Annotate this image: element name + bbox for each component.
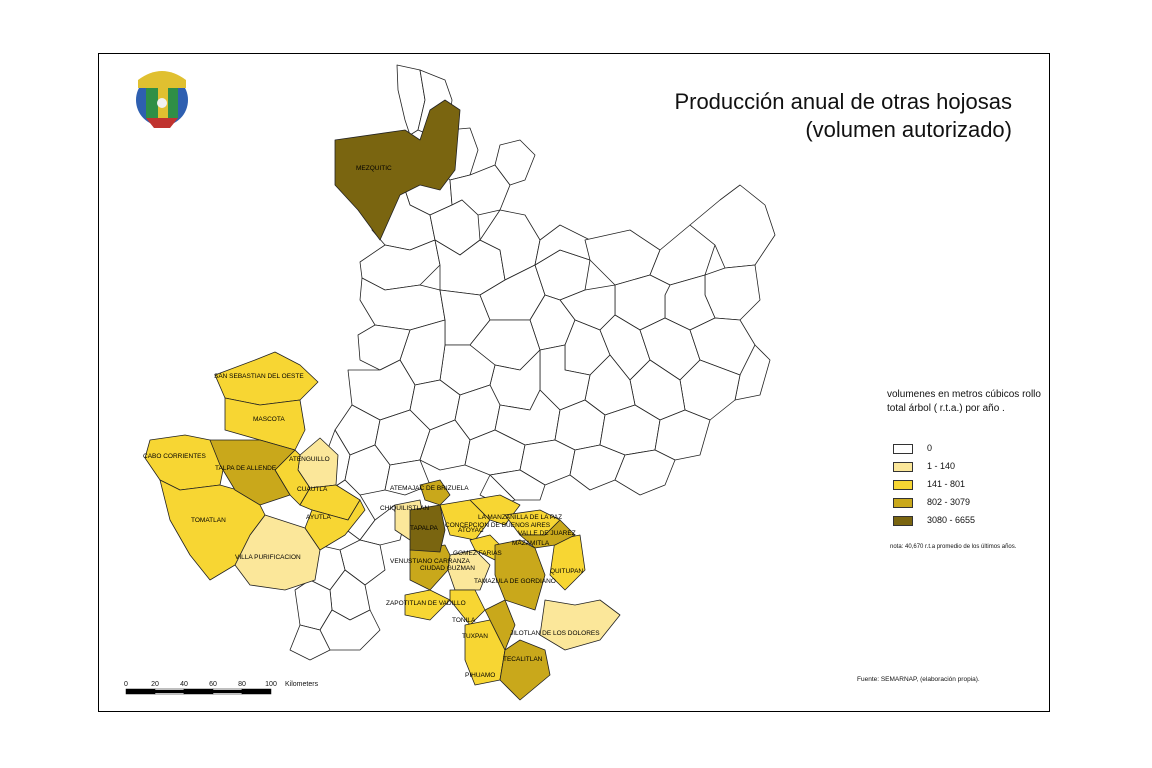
scale-tick-label: 40 [180,681,188,688]
legend-swatch [893,462,913,472]
municipio-label: CUAUTLA [297,486,328,493]
map-source: Fuente: SEMARNAP, (elaboración propia). [857,676,980,683]
municipio-label: CABO CORRIENTES [143,453,207,460]
legend-swatch [893,444,913,454]
municipio-label: VENUSTIANO CARRANZA [390,558,470,565]
legend-label: 1 - 140 [927,461,956,471]
scale-tick-label: 80 [238,681,246,688]
municipio-label: MASCOTA [253,416,285,423]
jalisco-coat-of-arms-icon [136,71,188,128]
scale-tick-label: 20 [151,681,159,688]
municipio-label: CIUDAD GUZMAN [420,565,475,572]
municipio-label: LA MANZANILLA DE LA PAZ [478,514,562,521]
municipio-label: PIHUAMO [465,672,495,679]
municipio-label: ZAPOTITLAN DE VADILLO [386,600,466,607]
municipio-label: TALPA DE ALLENDE [215,465,277,472]
municipio-label: MEZQUITIC [356,165,392,172]
municipio-label: TAMAZULA DE GORDIANO [474,578,556,585]
scale-bar-line [126,690,271,693]
legend-label: 802 - 3079 [927,497,971,507]
municipio-label: TECALITLAN [503,656,543,663]
legend-swatch [893,480,913,490]
municipio-label: TOMATLAN [191,517,226,524]
municipios-clase-141-801 [144,351,586,686]
map-title-line1: Producción anual de otras hojosas [674,89,1012,114]
municipios-clase-3080-6655 [334,99,461,553]
municipio-label: TUXPAN [462,633,488,640]
map-note: nota: 40,670 r.t.a promedio de los últim… [890,544,1017,550]
municipio-label: CHIQUILISTLAN [380,505,429,512]
map-frame [98,53,1050,712]
legend-label: 141 - 801 [927,479,966,489]
map-title-line2: (volumen autorizado) [805,117,1012,142]
scale-tick-label: 100 [265,681,277,688]
legend-swatch [893,498,913,508]
scale-unit: Kilometers [285,681,319,688]
municipio-label: AYUTLA [306,514,331,521]
scale-bar: 0 20 40 60 80 100 Kilometers [124,681,319,695]
scale-tick-label: 0 [124,681,128,688]
municipio-label: CONCEPCION DE BUENOS AIRES [445,522,551,529]
municipio-label: GOMEZ FARIAS [453,550,502,557]
municipios-sin-produccion [289,64,776,661]
municipio-label: MAZAMITLA [512,540,550,547]
municipio-label: ATOYAC [458,527,484,534]
legend-label: 3080 - 6655 [927,515,976,525]
municipios-clase-802-3079 [209,439,576,701]
municipio-label: QUITUPAN [550,568,583,575]
municipio-label: TONILA [452,617,476,624]
municipio-label: VILLA PURIFICACION [235,554,301,561]
municipio-label: TAPALPA [410,525,438,532]
municipio-label: JILOTLAN DE LOS DOLORES [510,630,600,637]
legend-swatch [893,516,913,526]
legend-label: 0 [927,443,933,453]
municipio-label: SAN SEBASTIAN DEL OESTE [214,373,304,380]
scale-tick-label: 60 [209,681,217,688]
municipio-label: ATEMAJAC DE BRIZUELA [390,485,469,492]
municipio-label: ATENGUILLO [289,456,330,463]
municipio-label: VALLE DE JUAREZ [518,530,576,537]
legend-title: volumenes en metros cúbicos rollo total … [887,389,1041,414]
